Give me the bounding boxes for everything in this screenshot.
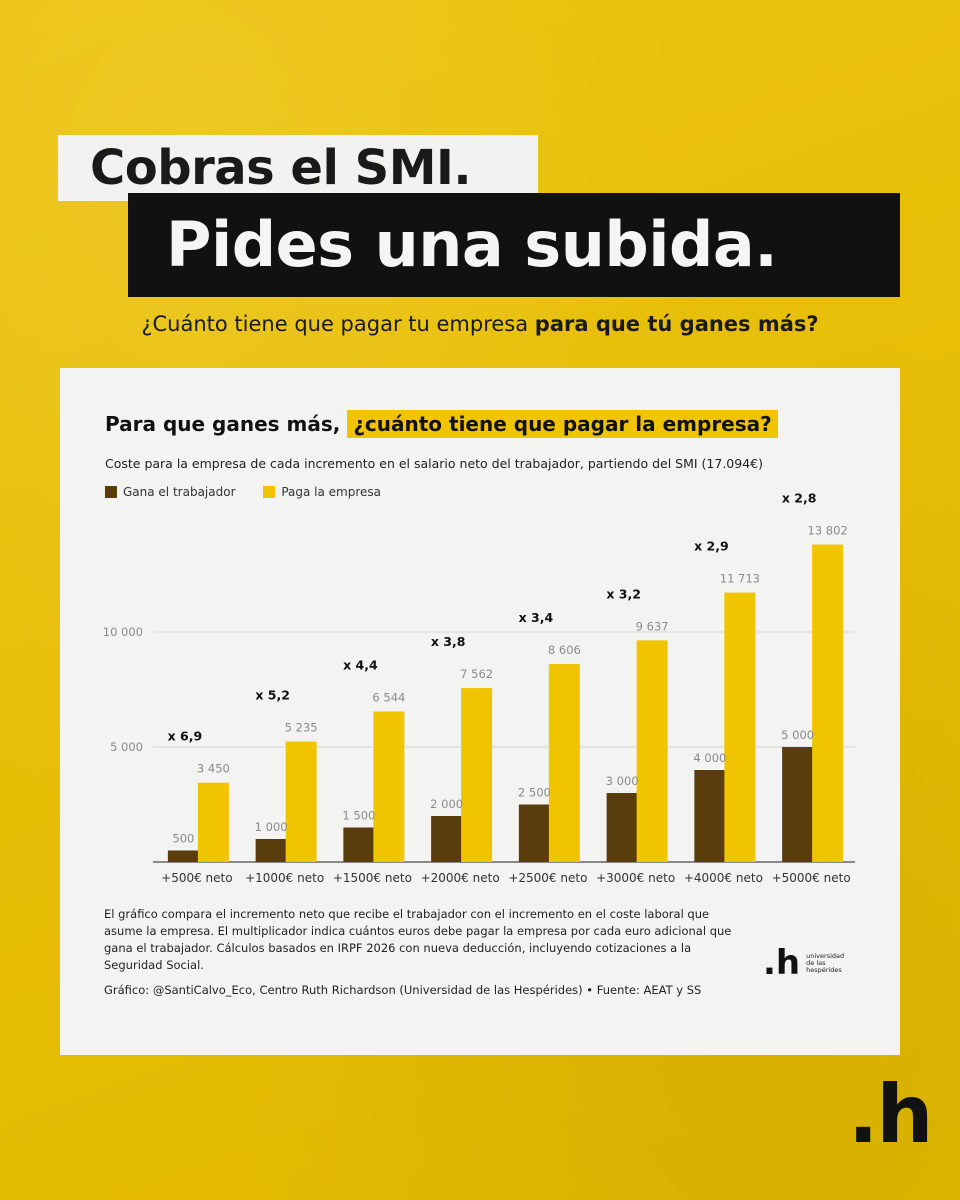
subtitle-bold: para que tú ganes más? bbox=[534, 312, 819, 336]
university-logo-name-line: hespérides bbox=[806, 965, 842, 974]
value-label-company: 3 450 bbox=[197, 762, 230, 776]
x-tick-label: +5000€ neto bbox=[772, 871, 851, 885]
value-label-company: 13 802 bbox=[808, 524, 848, 538]
bar-company bbox=[197, 782, 229, 862]
bar-company bbox=[373, 711, 405, 862]
value-label-worker: 5 000 bbox=[781, 728, 814, 742]
x-tick-label: +500€ neto bbox=[161, 871, 232, 885]
value-label-worker: 2 500 bbox=[518, 786, 551, 800]
multiplier-label: x 5,2 bbox=[255, 688, 290, 703]
value-label-worker: 2 000 bbox=[430, 797, 463, 811]
value-label-company: 11 713 bbox=[720, 572, 760, 586]
subtitle-normal: ¿Cuánto tiene que pagar tu empresa bbox=[141, 312, 535, 336]
multiplier-label: x 3,4 bbox=[519, 610, 554, 625]
bar-company bbox=[285, 741, 317, 862]
bar-worker bbox=[167, 850, 199, 862]
multiplier-label: x 4,4 bbox=[343, 657, 378, 672]
legend-label-worker: Gana el trabajador bbox=[123, 485, 236, 499]
headline-line-1: Cobras el SMI. bbox=[58, 135, 538, 201]
bar-company bbox=[724, 592, 756, 862]
multiplier-label: x 2,9 bbox=[694, 539, 729, 554]
x-tick-label: +4000€ neto bbox=[684, 871, 763, 885]
bar-company bbox=[812, 544, 844, 862]
subtitle: ¿Cuánto tiene que pagar tu empresa para … bbox=[0, 312, 960, 336]
x-tick-label: +1000€ neto bbox=[245, 871, 324, 885]
value-label-company: 6 544 bbox=[372, 690, 405, 704]
university-logo: .h universidad de las hespérides bbox=[763, 946, 844, 980]
legend-swatch-company bbox=[263, 486, 276, 498]
x-tick-label: +2000€ neto bbox=[421, 871, 500, 885]
chart-description: Coste para la empresa de cada incremento… bbox=[105, 456, 763, 471]
multiplier-label: x 2,8 bbox=[782, 491, 817, 506]
headline-line-2: Pides una subida. bbox=[128, 193, 900, 297]
value-label-company: 9 637 bbox=[636, 619, 669, 633]
university-logo-name-line: de las bbox=[806, 958, 826, 967]
legend-item-worker: Gana el trabajador bbox=[105, 485, 236, 499]
bar-worker bbox=[694, 770, 726, 862]
legend-swatch-worker bbox=[105, 486, 117, 498]
legend-label-company: Paga la empresa bbox=[281, 485, 382, 499]
y-tick-label: 5 000 bbox=[110, 740, 143, 754]
value-label-company: 7 562 bbox=[460, 667, 493, 681]
bar-worker bbox=[343, 827, 375, 862]
chart-card: Para que ganes más, ¿cuánto tiene que pa… bbox=[60, 368, 900, 1055]
x-tick-label: +1500€ neto bbox=[333, 871, 412, 885]
chart-credit: Gráfico: @SantiCalvo_Eco, Centro Ruth Ri… bbox=[104, 983, 702, 997]
chart-note: El gráfico compara el incremento neto qu… bbox=[104, 907, 732, 972]
legend-item-company: Paga la empresa bbox=[263, 485, 381, 499]
value-label-worker: 4 000 bbox=[693, 751, 726, 765]
bar-company bbox=[636, 640, 668, 862]
university-logo-mark: .h bbox=[763, 943, 801, 983]
bar-worker bbox=[431, 816, 463, 862]
university-logo-name: universidad de las hespérides bbox=[806, 951, 845, 974]
value-label-worker: 1 000 bbox=[255, 820, 288, 834]
multiplier-label: x 3,8 bbox=[431, 634, 466, 649]
multiplier-label: x 3,2 bbox=[606, 586, 641, 601]
multiplier-label: x 6,9 bbox=[168, 729, 203, 744]
value-label-worker: 1 500 bbox=[342, 809, 375, 823]
x-tick-label: +2500€ neto bbox=[508, 871, 587, 885]
value-label-worker: 3 000 bbox=[606, 774, 639, 788]
brand-logo: .h bbox=[848, 1068, 933, 1161]
chart-title-plain: Para que ganes más, bbox=[105, 412, 348, 436]
bar-worker bbox=[255, 839, 287, 862]
bar-worker bbox=[782, 747, 814, 862]
chart-title-highlight: ¿cuánto tiene que pagar la empresa? bbox=[347, 410, 778, 438]
bar-company bbox=[548, 664, 580, 862]
chart-title: Para que ganes más, ¿cuánto tiene que pa… bbox=[105, 410, 778, 438]
bar-chart: 5 000 10 000 500 3 450 x 6,9 +500€ neto 1 000 5… bbox=[103, 491, 855, 885]
y-tick-label: 10 000 bbox=[103, 625, 143, 639]
value-label-company: 8 606 bbox=[548, 643, 581, 657]
university-logo-name-line: universidad bbox=[806, 951, 845, 960]
bar-company bbox=[461, 688, 493, 862]
bar-worker bbox=[606, 793, 638, 862]
x-tick-label: +3000€ neto bbox=[596, 871, 675, 885]
value-label-company: 5 235 bbox=[285, 721, 318, 735]
chart-legend: Gana el trabajador Paga la empresa bbox=[105, 485, 405, 501]
value-label-worker: 500 bbox=[172, 832, 194, 846]
bar-worker bbox=[518, 804, 550, 862]
